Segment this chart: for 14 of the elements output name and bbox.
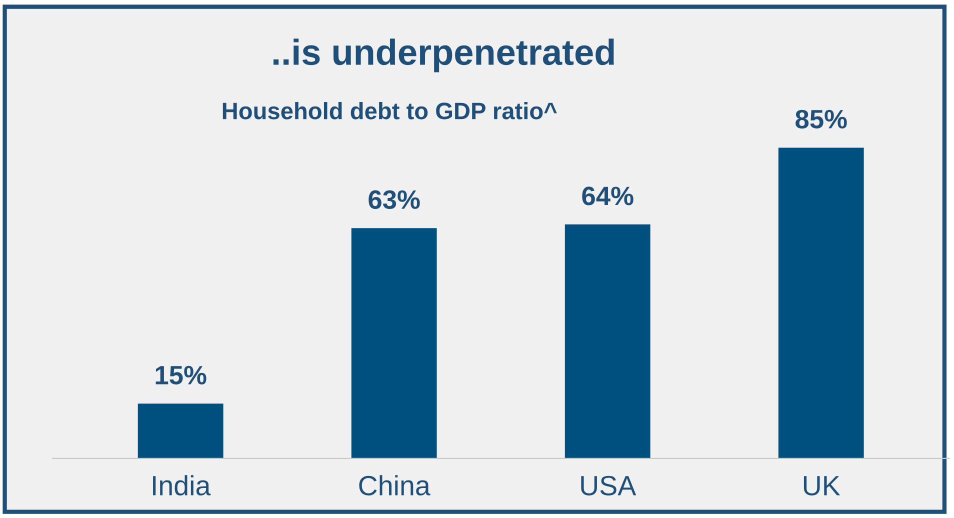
bar bbox=[138, 404, 224, 458]
data-label: 85% bbox=[796, 110, 847, 129]
data-label: 15% bbox=[156, 366, 206, 384]
x-tick-label: UK bbox=[804, 476, 840, 496]
x-tick-label: China bbox=[359, 475, 430, 496]
chart-subtitle: Household debt to GDP ratio^ bbox=[222, 102, 557, 120]
data-label: 63% bbox=[368, 190, 420, 210]
x-tick-label: USA bbox=[581, 476, 636, 496]
data-label: 64% bbox=[582, 186, 634, 206]
bar bbox=[564, 224, 650, 458]
bar bbox=[351, 228, 437, 458]
x-tick-label: India bbox=[153, 475, 211, 496]
bar bbox=[778, 148, 864, 458]
chart-title: ..is underpenetrated bbox=[274, 38, 614, 72]
